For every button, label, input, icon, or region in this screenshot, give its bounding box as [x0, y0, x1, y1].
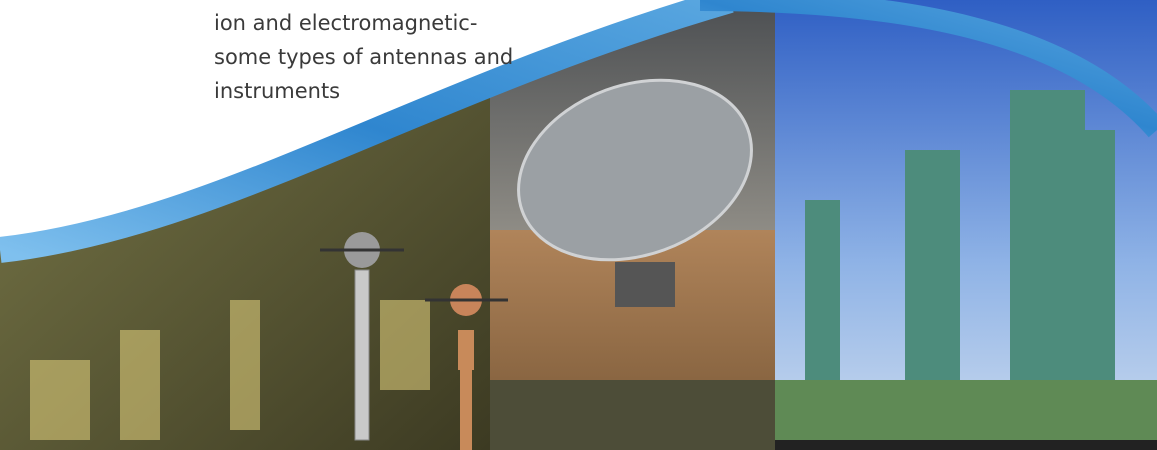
text-line: instruments — [214, 79, 341, 103]
blue-wave-right — [699, 0, 1157, 138]
dish-base — [615, 262, 675, 307]
bottom-strip — [775, 440, 1157, 450]
city-strip — [490, 380, 775, 450]
city-lights — [30, 300, 430, 440]
text-line: ion and electromagnetic- — [214, 11, 478, 35]
satellite-dish — [517, 78, 753, 262]
towers — [805, 90, 1115, 390]
antennas — [320, 232, 508, 450]
text-line: some types of antennas and — [214, 45, 514, 69]
blue-wave — [0, 0, 734, 263]
body-text: ion and electromagnetic- some types of a… — [214, 6, 514, 108]
trees — [775, 380, 1157, 440]
